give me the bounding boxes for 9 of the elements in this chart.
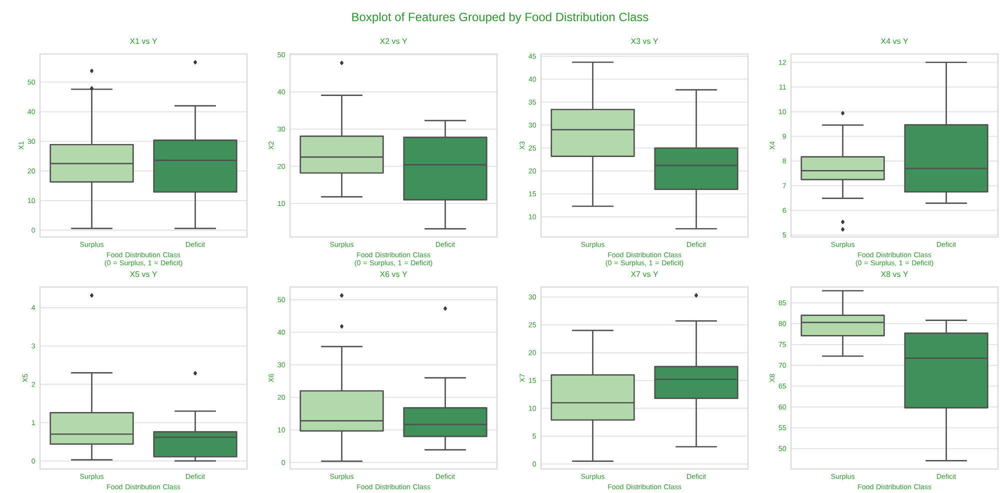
chart-title: X2 vs Y [380,38,408,44]
chart-title: X4 vs Y [880,38,908,44]
chart-title: X1 vs Y [130,38,158,44]
chart-title: X3 vs Y [630,38,658,44]
chart-title: X6 vs Y [380,271,408,277]
text: Boxplot of Features Grouped by Food Distribution Class [352,12,648,24]
chart-title: X5 vs Y [130,271,158,277]
chart-title: X7 vs Y [630,271,658,277]
chart-title: X8 vs Y [880,271,908,277]
